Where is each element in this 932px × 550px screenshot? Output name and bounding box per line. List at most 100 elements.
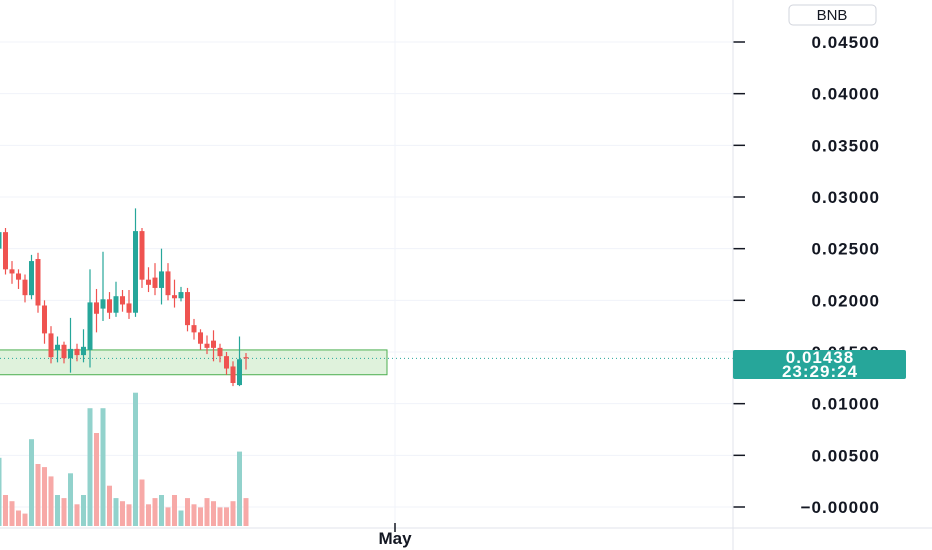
candle-body <box>16 273 21 280</box>
volume-bar <box>224 507 229 526</box>
candle-body <box>68 348 73 359</box>
volume-bar <box>61 498 67 526</box>
y-tick-label: 0.01000 <box>812 395 880 414</box>
price-axis[interactable]: 0.04500 0.04000 0.03500 0.03000 0.02500 0.020… <box>732 0 880 550</box>
volume-bars <box>0 392 249 526</box>
volume-bar <box>16 510 21 526</box>
volume-bar <box>9 501 15 526</box>
volume-bar <box>198 507 203 526</box>
candle-body <box>159 271 164 288</box>
y-tick-label: 0.03500 <box>812 136 880 155</box>
currency-badge-box <box>788 4 877 26</box>
last-price-value: 0.01438 <box>786 348 854 367</box>
candle-body <box>81 346 86 356</box>
volume-bar <box>243 498 249 526</box>
y-tick-label: 0.03000 <box>812 188 880 207</box>
bar-countdown: 23:29:24 <box>782 362 858 381</box>
candle-body <box>55 344 60 350</box>
candle-body <box>198 332 203 344</box>
volume-bar <box>0 457 2 526</box>
candle-body <box>120 296 125 305</box>
candle-body <box>107 299 112 313</box>
candle-body <box>0 232 2 249</box>
candle-body <box>133 231 138 313</box>
candle-body <box>42 305 47 334</box>
candle-body <box>204 343 210 348</box>
volume-bar <box>217 507 223 526</box>
volume-bar <box>146 504 151 526</box>
volume-bar <box>126 504 132 526</box>
volume-bar <box>230 501 236 526</box>
candle-body <box>146 279 151 285</box>
candle-body <box>35 259 41 306</box>
support-zone <box>0 349 733 376</box>
volume-bar <box>22 513 28 526</box>
volume-bar <box>237 451 242 526</box>
volume-bar <box>48 476 54 526</box>
volume-bar <box>113 498 119 526</box>
x-tick-label: May <box>378 529 412 548</box>
grid <box>0 0 733 528</box>
volume-bar <box>139 479 145 526</box>
candle-body <box>165 271 171 296</box>
volume-bar <box>35 464 41 526</box>
candle-body <box>61 344 67 359</box>
volume-bar <box>3 495 8 526</box>
time-axis[interactable]: May <box>0 523 932 548</box>
volume-bar <box>204 498 210 526</box>
volume-bar <box>94 433 99 526</box>
volume-bar <box>159 495 164 526</box>
candle-body <box>185 292 190 326</box>
currency-badge[interactable]: BNB <box>788 4 877 26</box>
last-price-tag-box <box>733 350 906 379</box>
volume-bar <box>74 504 80 526</box>
candle-body <box>178 292 184 299</box>
candle-body <box>217 347 223 357</box>
candle-body <box>100 299 106 309</box>
volume-bar <box>211 501 216 526</box>
last-price-tag: 0.01438 23:29:24 <box>733 348 906 381</box>
currency-badge-label: BNB <box>817 7 848 24</box>
volume-bar <box>81 495 86 526</box>
y-tick-label: 0.02500 <box>812 240 880 259</box>
candle-body <box>113 296 119 313</box>
candle-body <box>126 303 132 313</box>
volume-bar <box>42 467 47 526</box>
volume-bar <box>178 510 184 526</box>
volume-bar <box>100 408 106 526</box>
candle-body <box>172 295 177 299</box>
volume-bar <box>165 507 171 526</box>
candle-body <box>224 356 229 369</box>
volume-bar <box>172 495 177 526</box>
y-tick-label: 0.02000 <box>812 291 880 310</box>
volume-bar <box>152 498 158 526</box>
volume-bar <box>120 501 125 526</box>
y-tick-label: 0.04000 <box>812 85 880 104</box>
volume-bar <box>68 473 73 526</box>
candle-body <box>9 269 15 274</box>
volume-bar <box>87 408 93 526</box>
candle-body <box>94 302 99 314</box>
candle-body <box>237 359 242 386</box>
y-tick-label: 0.04500 <box>812 33 880 52</box>
candle-body <box>48 333 54 358</box>
candle-body <box>211 340 216 348</box>
y-tick-label: −0.00000 <box>801 498 880 517</box>
candle-body <box>22 279 28 296</box>
candle-body <box>139 231 145 280</box>
volume-bar <box>185 498 190 526</box>
candle-body <box>3 232 8 270</box>
y-tick-label: 0.00500 <box>812 446 880 465</box>
candle-body <box>243 357 249 359</box>
candle-body <box>74 348 80 356</box>
candle-body <box>191 325 197 333</box>
candle-body <box>152 277 158 288</box>
volume-bar <box>133 392 138 526</box>
volume-bar <box>191 504 197 526</box>
candle-body <box>29 261 34 296</box>
volume-bar <box>107 485 112 526</box>
volume-bar <box>55 495 60 526</box>
candle-body <box>230 366 236 383</box>
candle-body <box>87 302 93 350</box>
